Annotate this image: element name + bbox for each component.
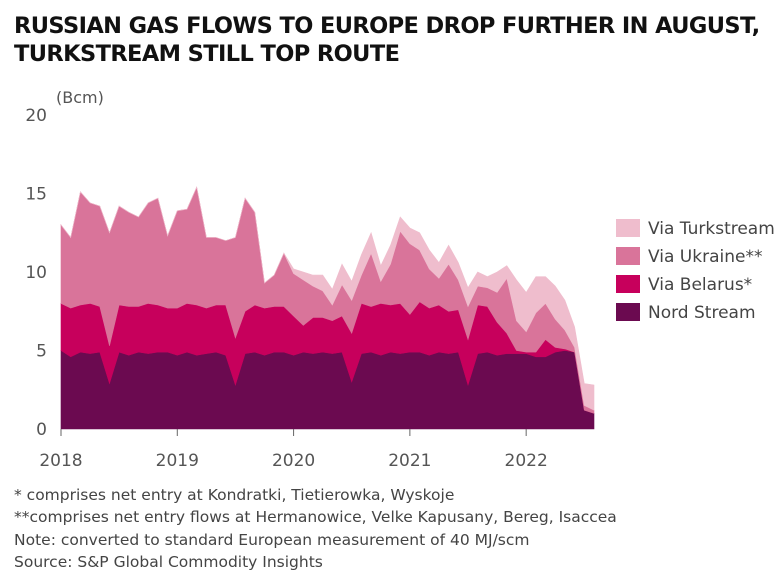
y-axis: 0 5 10 15 20 <box>25 106 47 440</box>
footnote-belarus: * comprises net entry at Kondratki, Tiet… <box>14 486 455 504</box>
legend-label-nord-stream: Nord Stream <box>648 303 756 323</box>
footnote-conversion: Note: converted to standard European mea… <box>14 530 530 549</box>
legend-label-via-belarus: Via Belarus* <box>648 275 752 295</box>
x-tick-label: 2020 <box>272 451 315 471</box>
y-tick-label: 0 <box>36 420 47 440</box>
footnotes: * comprises net entry at Kondratki, Tiet… <box>14 484 617 573</box>
x-tick-label: 2022 <box>505 451 548 471</box>
x-tick-label: 2019 <box>156 451 199 471</box>
x-tick-label: 2021 <box>388 451 431 471</box>
chart-title: RUSSIAN GAS FLOWS TO EUROPE DROP FURTHER… <box>14 12 774 68</box>
legend-swatch-nord-stream <box>616 303 640 321</box>
legend-label-via-ukraine: Via Ukraine** <box>648 247 762 267</box>
footnote-ukraine: **comprises net entry flows at Hermanowi… <box>14 508 617 527</box>
x-axis: 2018 2019 2020 2021 2022 <box>39 429 548 471</box>
x-tick-label: 2018 <box>39 451 82 471</box>
chart-title-line-2: TURKSTREAM STILL TOP ROUTE <box>14 41 400 67</box>
area-series-nord-stream <box>60 349 595 430</box>
legend-label-via-turkstream: Via Turkstream <box>648 219 775 239</box>
legend-swatch-via-belarus <box>616 275 640 293</box>
y-tick-label: 5 <box>36 342 47 362</box>
stacked-area-chart: (Bcm) 0 5 10 15 20 2018 2019 2020 2021 2022 Via … <box>25 88 775 471</box>
area-series-via-turkstream <box>60 186 595 411</box>
y-axis-unit-label: (Bcm) <box>56 88 104 107</box>
chart-title-line-1: RUSSIAN GAS FLOWS TO EUROPE DROP FURTHER… <box>14 13 760 39</box>
y-tick-label: 15 <box>25 185 47 205</box>
legend-swatch-via-ukraine <box>616 247 640 265</box>
y-tick-label: 20 <box>25 106 47 126</box>
plot-area <box>60 186 595 430</box>
source-note: Source: S&P Global Commodity Insights <box>14 552 323 571</box>
y-tick-label: 10 <box>25 263 47 283</box>
legend: Via Turkstream Via Ukraine** Via Belarus* N… <box>616 219 775 323</box>
legend-swatch-via-turkstream <box>616 219 640 237</box>
